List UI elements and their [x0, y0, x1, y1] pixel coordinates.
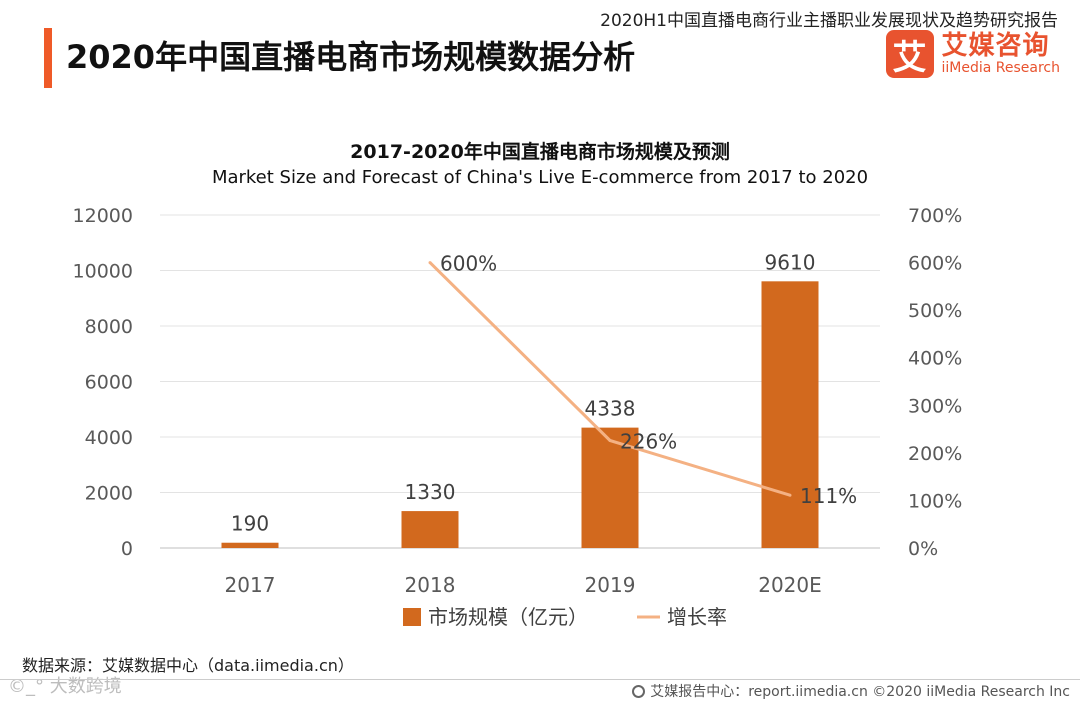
title-accent-bar [44, 28, 52, 88]
growth-label: 226% [620, 429, 677, 453]
growth-point [608, 438, 612, 442]
growth-label: 600% [440, 252, 497, 276]
legend-bar-swatch [403, 608, 421, 626]
iimedia-logo: 艾 艾媒咨询 iiMedia Research [885, 30, 1061, 78]
data-source: 数据来源：艾媒数据中心（data.iimedia.cn） [22, 656, 354, 675]
y2-tick-label: 200% [908, 443, 962, 465]
y-tick-label: 2000 [85, 483, 133, 505]
y2-tick-label: 500% [908, 300, 962, 322]
bar-label: 9610 [765, 250, 816, 274]
y-tick-label: 0 [121, 538, 133, 560]
chart-subtitle: Market Size and Forecast of China's Live… [212, 167, 868, 188]
bar-2017 [221, 542, 279, 548]
y2-tick-label: 400% [908, 348, 962, 370]
y-tick-label: 8000 [85, 316, 133, 338]
report-title: 2020H1中国直播电商行业主播职业发展现状及趋势研究报告 [600, 11, 1058, 31]
copyright-text: 艾媒报告中心：report.iimedia.cn ©2020 iiMedia R… [650, 684, 1070, 700]
footer-copyright: 艾媒报告中心：report.iimedia.cn ©2020 iiMedia R… [632, 681, 1070, 701]
chart-title: 2017-2020年中国直播电商市场规模及预测 [350, 140, 730, 163]
x-tick-label: 2020E [758, 573, 822, 597]
bar-2020E [761, 281, 819, 548]
y2-tick-label: 700% [908, 205, 962, 227]
y2-tick-label: 0% [908, 538, 938, 560]
y-tick-label: 12000 [73, 205, 133, 227]
growth-label: 111% [800, 484, 857, 508]
page-title: 2020年中国直播电商市场规模数据分析 [66, 38, 636, 76]
x-tick-label: 2019 [585, 573, 636, 597]
growth-point [788, 493, 792, 497]
y2-tick-label: 100% [908, 490, 962, 512]
globe-icon [632, 684, 646, 698]
footer-divider [0, 679, 1080, 680]
y2-tick-label: 300% [908, 395, 962, 417]
legend-line-label: 增长率 [667, 605, 727, 629]
x-tick-label: 2018 [405, 573, 456, 597]
bar-label: 1330 [405, 480, 456, 504]
bar-label: 190 [231, 512, 269, 536]
growth-point [428, 261, 432, 265]
logo-en: iiMedia Research [941, 59, 1061, 76]
legend-bar-label: 市场规模（亿元） [428, 605, 588, 629]
y-tick-label: 6000 [85, 372, 133, 394]
logo-mark-icon: 艾 [885, 30, 934, 78]
y-tick-label: 10000 [73, 261, 133, 283]
watermark: ©_° 大数跨境 [8, 676, 122, 697]
bar-2018 [401, 511, 459, 548]
y2-tick-label: 600% [908, 253, 962, 275]
bar-label: 4338 [585, 397, 636, 421]
x-tick-label: 2017 [225, 573, 276, 597]
y-tick-label: 4000 [85, 427, 133, 449]
logo-cn: 艾媒咨询 [941, 31, 1050, 61]
